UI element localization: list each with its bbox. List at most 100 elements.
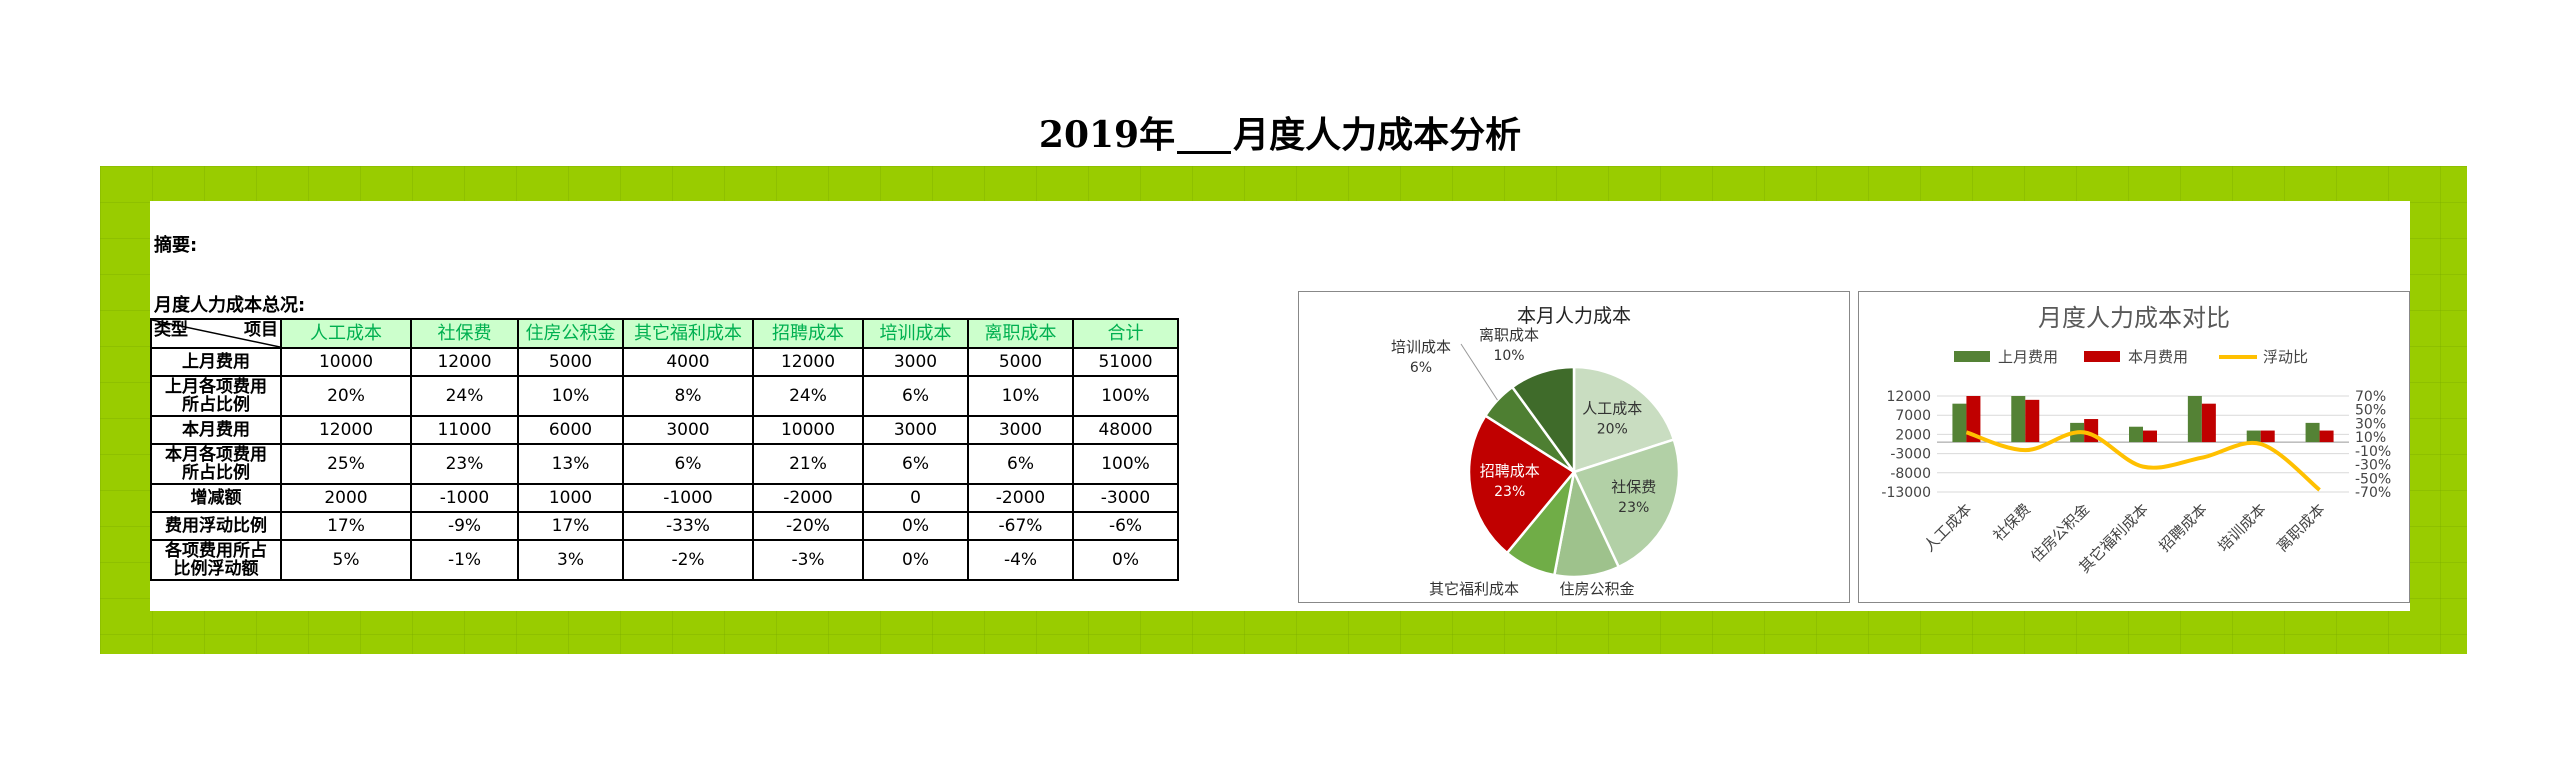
table-cell: -2000 [752,483,864,513]
bar [1952,403,1967,443]
table-cell: 3000 [967,415,1074,445]
combo-chart-box: 月度人力成本对比 上月费用 本月费用 浮动比 12000 7000 2000 -3000 -80… [1858,291,2410,603]
column-header: 人工成本 [280,318,412,349]
table-cell: 3000 [862,415,969,445]
bar [2319,430,2334,443]
pie-pct: 20% [1597,421,1628,437]
table-cell: 24% [410,375,519,417]
table-cell: -1% [410,539,519,581]
bar [2201,403,2216,443]
row-label-line: 所占比例 [182,463,250,483]
table-cell: -2000 [967,483,1074,513]
pie-pct: 23% [1618,500,1649,516]
pie-label: 离职成本 [1479,326,1539,344]
table-cell: 12000 [410,347,519,377]
table-header-row: 类型 项目 人工成本 社保费 住房公积金 其它福利成本 招聘成本 培训成本 离职成本 合计 [150,318,1179,349]
report-area: 摘要: 月度人力成本总况: 类型 项目 人工成本 社保费 住房公积金 其它福利成本 招聘… [150,201,2410,618]
pie-slice [1510,365,1576,476]
bar [2129,426,2143,443]
table-row: 费用浮动比例 17% -9% 17% -33% -20% 0% -67% -6% [150,511,1179,541]
corner-cell: 类型 项目 [150,318,282,349]
table-cell: 6% [862,443,969,485]
row-label: 上月费用 [150,347,282,377]
table-cell: 25% [280,443,412,485]
table-cell: 10% [517,375,624,417]
column-header: 合计 [1072,318,1179,349]
title-year: 2019年 [1038,114,1176,156]
table-cell: 10000 [752,415,864,445]
table-cell: 17% [517,511,624,541]
leader-line [1460,343,1498,401]
x-tick: 社保费 [1990,500,2035,545]
pie-label: 培训成本 [1391,338,1451,356]
pie-label: 社保费 [1611,478,1656,496]
table-cell: 2000 [280,483,412,513]
combo-title: 月度人力成本对比 [2038,304,2230,332]
table-cell: 1000 [517,483,624,513]
table-cell: 6000 [517,415,624,445]
row-label: 各项费用所占 比例浮动额 [150,539,282,581]
table-row: 本月费用 12000 11000 6000 3000 10000 3000 3000 48000 [150,415,1179,445]
table-cell: 5000 [967,347,1074,377]
table-cell: 12000 [752,347,864,377]
page-title: 2019年 月度人力成本分析 [0,106,2560,158]
table-cell: 23% [410,443,519,485]
y-left-tick: -3000 [1890,447,1931,463]
pie-chart-box: 本月人力成本人工成本20%社保费23%住房公积金10%其它福利成本8%招聘成本2… [1298,291,1850,618]
table-cell: -9% [410,511,519,541]
report-frame: 摘要: 月度人力成本总况: 类型 项目 人工成本 社保费 住房公积金 其它福利成本 招聘… [100,166,2467,654]
table-cell: -1000 [410,483,519,513]
table-cell: 10% [967,375,1074,417]
bar [2305,422,2320,443]
column-header: 社保费 [410,318,519,349]
y-left-tick: 2000 [1895,427,1931,443]
column-header: 培训成本 [862,318,969,349]
table-cell: 10000 [280,347,412,377]
pie-pct: 6% [1410,360,1432,376]
column-header: 其它福利成本 [622,318,754,349]
row-label-line: 费用浮动比例 [165,516,267,536]
table-cell: 24% [752,375,864,417]
y-right-tick: -70% [2355,485,2391,501]
bar [2143,430,2157,443]
table-cell: 21% [752,443,864,485]
table-cell: 100% [1072,443,1179,485]
row-label: 增减额 [150,483,282,513]
pie-label: 其它福利成本 [1429,580,1519,598]
column-header: 离职成本 [967,318,1074,349]
row-label-line: 本月各项费用 [165,445,267,465]
table-cell: 12000 [280,415,412,445]
pie-slice [1572,437,1681,569]
title-blank [1177,121,1232,154]
table-cell: 13% [517,443,624,485]
row-label: 费用浮动比例 [150,511,282,541]
corner-left: 类型 [154,320,188,340]
row-label: 本月费用 [150,415,282,445]
table-cell: 5% [280,539,412,581]
table-cell: 3000 [862,347,969,377]
series-line [1965,430,2321,492]
pie-slice [1467,414,1576,555]
legend-swatch [2084,351,2120,362]
pie-pct: 23% [1494,484,1525,500]
table-cell: -3000 [1072,483,1179,513]
y-right-tick: -50% [2355,471,2391,487]
y-right-tick: -30% [2355,458,2391,474]
y-right-tick: -10% [2355,444,2391,460]
y-left-tick: 12000 [1886,389,1931,405]
corner-right: 项目 [244,320,278,340]
corner-diagonal [152,320,280,347]
table-cell: 51000 [1072,347,1179,377]
table-cell: 0 [862,483,969,513]
table-cell: -4% [967,539,1074,581]
column-header: 招聘成本 [752,318,864,349]
bar [2260,430,2275,443]
legend-label: 浮动比 [2263,348,2308,366]
row-label-line: 比例浮动额 [173,559,259,579]
table-cell: 0% [862,511,969,541]
pie-title: 本月人力成本 [1517,305,1631,327]
y-right-tick: 70% [2355,389,2386,405]
table-row: 上月各项费用 所占比例 20% 24% 10% 8% 24% 6% 10% 100% [150,375,1179,417]
table-cell: 6% [622,443,754,485]
